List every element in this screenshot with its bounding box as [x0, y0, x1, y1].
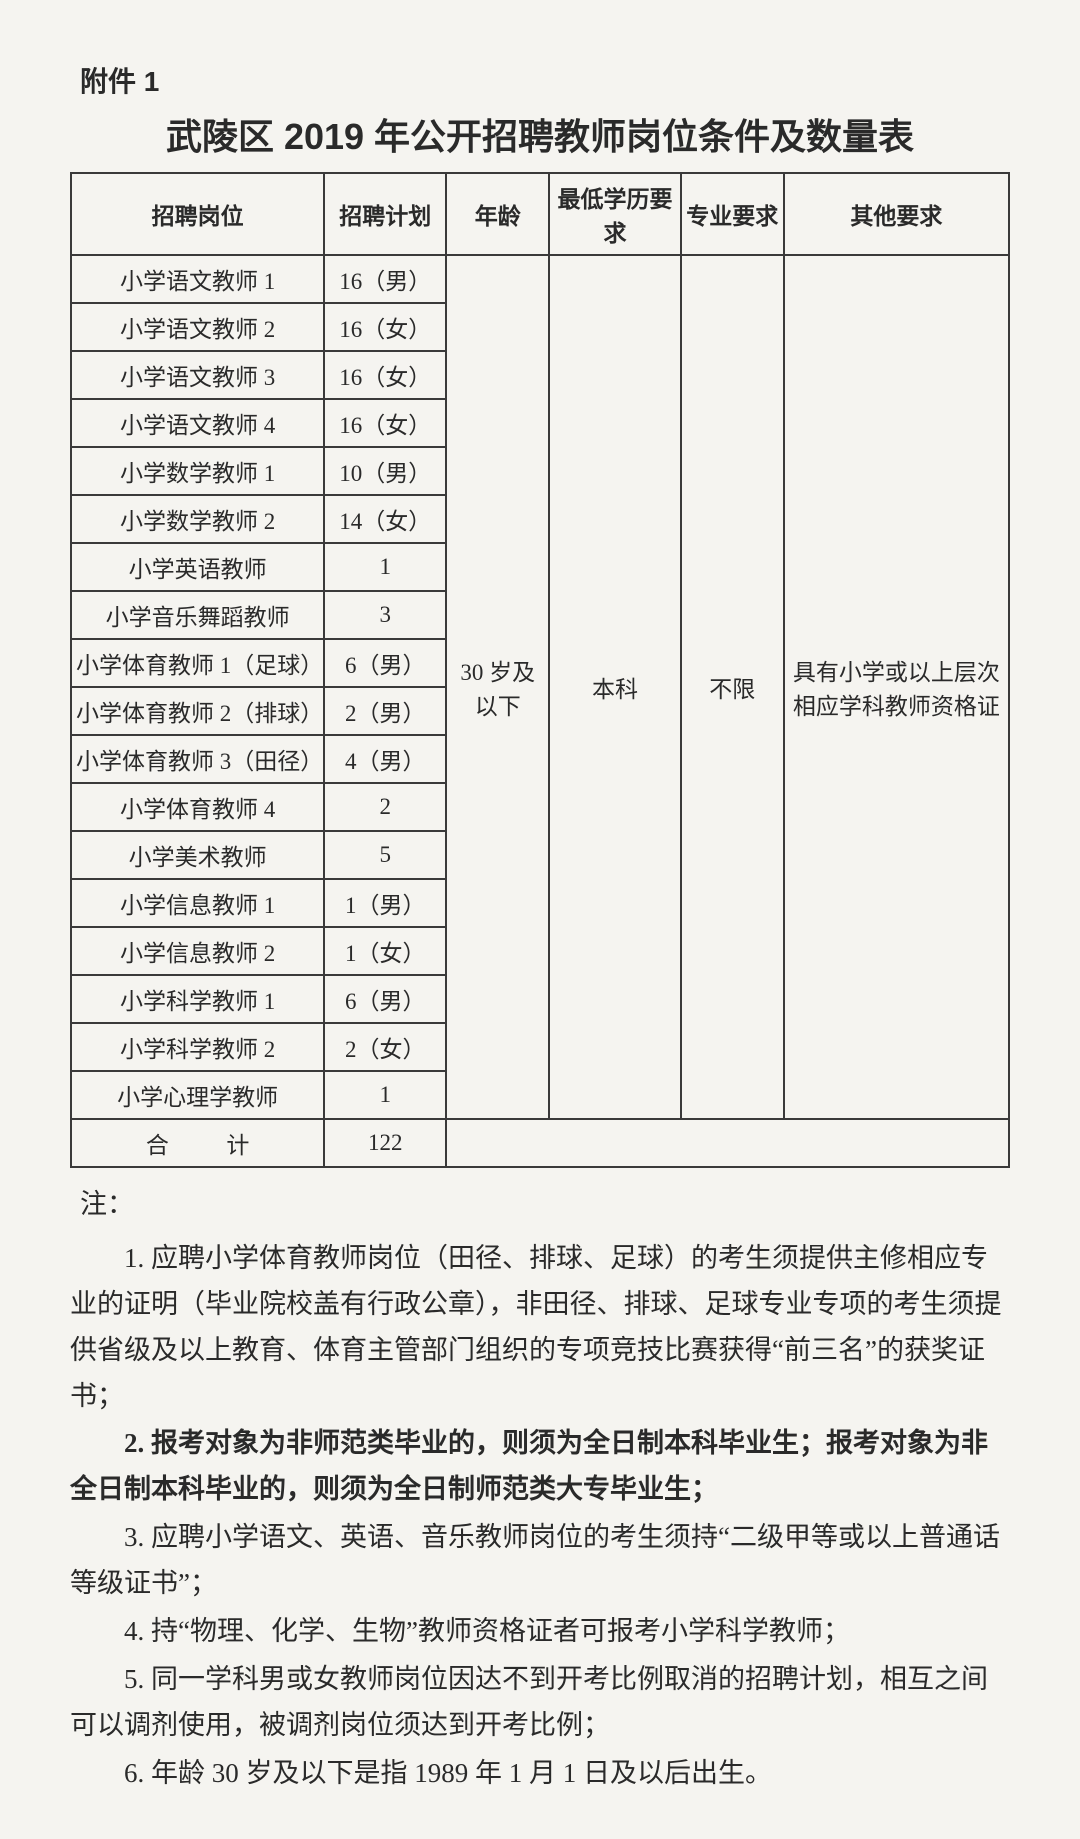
cell-position: 小学科学教师 2 [71, 1023, 324, 1071]
cell-plan: 16（女） [324, 351, 446, 399]
cell-plan: 16（女） [324, 303, 446, 351]
cell-position: 小学信息教师 2 [71, 927, 324, 975]
cell-position: 小学语文教师 1 [71, 255, 324, 303]
cell-plan: 1（男） [324, 879, 446, 927]
total-label: 合计 [71, 1119, 324, 1167]
cell-plan: 3 [324, 591, 446, 639]
cell-age: 30 岁及以下 [446, 255, 549, 1119]
header-age: 年龄 [446, 173, 549, 255]
cell-plan: 16（女） [324, 399, 446, 447]
cell-position: 小学体育教师 2（排球） [71, 687, 324, 735]
note-item: 2. 报考对象为非师范类毕业的，则须为全日制本科毕业生；报考对象为非全日制本科毕… [70, 1421, 1010, 1513]
cell-position: 小学体育教师 1（足球） [71, 639, 324, 687]
notes-label: 注： [70, 1182, 1010, 1228]
note-item: 4. 持“物理、化学、生物”教师资格证者可报考小学科学教师； [70, 1609, 1010, 1655]
cell-plan: 6（男） [324, 639, 446, 687]
cell-edu: 本科 [549, 255, 680, 1119]
table-total-row: 合计122 [71, 1119, 1009, 1167]
total-value: 122 [324, 1119, 446, 1167]
note-item: 6. 年龄 30 岁及以下是指 1989 年 1 月 1 日及以后出生。 [70, 1751, 1010, 1797]
cell-plan: 5 [324, 831, 446, 879]
cell-plan: 2（男） [324, 687, 446, 735]
attachment-label: 附件 1 [70, 60, 1010, 100]
cell-position: 小学英语教师 [71, 543, 324, 591]
cell-plan: 10（男） [324, 447, 446, 495]
cell-position: 小学心理学教师 [71, 1071, 324, 1119]
cell-plan: 14（女） [324, 495, 446, 543]
cell-plan: 4（男） [324, 735, 446, 783]
cell-position: 小学数学教师 1 [71, 447, 324, 495]
header-edu: 最低学历要求 [549, 173, 680, 255]
cell-plan: 2 [324, 783, 446, 831]
cell-position: 小学语文教师 3 [71, 351, 324, 399]
cell-position: 小学音乐舞蹈教师 [71, 591, 324, 639]
header-other: 其他要求 [784, 173, 1009, 255]
document-title: 武陵区 2019 年公开招聘教师岗位条件及数量表 [70, 108, 1010, 160]
table-header-row: 招聘岗位 招聘计划 年龄 最低学历要求 专业要求 其他要求 [71, 173, 1009, 255]
cell-plan: 6（男） [324, 975, 446, 1023]
cell-position: 小学体育教师 4 [71, 783, 324, 831]
cell-position: 小学体育教师 3（田径） [71, 735, 324, 783]
recruitment-table: 招聘岗位 招聘计划 年龄 最低学历要求 专业要求 其他要求 小学语文教师 116… [70, 172, 1010, 1168]
table-row: 小学语文教师 116（男）30 岁及以下本科不限具有小学或以上层次相应学科教师资… [71, 255, 1009, 303]
cell-plan: 16（男） [324, 255, 446, 303]
header-position: 招聘岗位 [71, 173, 324, 255]
cell-position: 小学科学教师 1 [71, 975, 324, 1023]
note-item: 1. 应聘小学体育教师岗位（田径、排球、足球）的考生须提供主修相应专业的证明（毕… [70, 1236, 1010, 1420]
cell-position: 小学数学教师 2 [71, 495, 324, 543]
note-item: 3. 应聘小学语文、英语、音乐教师岗位的考生须持“二级甲等或以上普通话等级证书”… [70, 1515, 1010, 1607]
cell-plan: 1（女） [324, 927, 446, 975]
cell-plan: 2（女） [324, 1023, 446, 1071]
cell-position: 小学语文教师 4 [71, 399, 324, 447]
header-major: 专业要求 [681, 173, 784, 255]
cell-plan: 1 [324, 1071, 446, 1119]
note-item: 5. 同一学科男或女教师岗位因达不到开考比例取消的招聘计划，相互之间可以调剂使用… [70, 1657, 1010, 1749]
cell-major: 不限 [681, 255, 784, 1119]
header-plan: 招聘计划 [324, 173, 446, 255]
cell-other: 具有小学或以上层次相应学科教师资格证 [784, 255, 1009, 1119]
notes-section: 注： 1. 应聘小学体育教师岗位（田径、排球、足球）的考生须提供主修相应专业的证… [70, 1182, 1010, 1797]
total-blank [446, 1119, 1009, 1167]
cell-position: 小学信息教师 1 [71, 879, 324, 927]
cell-position: 小学美术教师 [71, 831, 324, 879]
cell-plan: 1 [324, 543, 446, 591]
cell-position: 小学语文教师 2 [71, 303, 324, 351]
